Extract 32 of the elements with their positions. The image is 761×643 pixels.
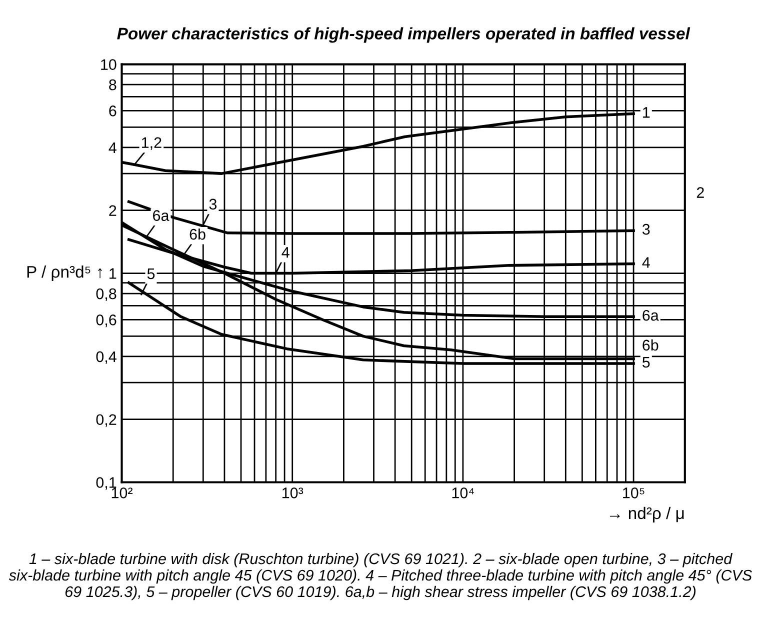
annotation: 6b <box>190 228 206 240</box>
y-tick-label: 6 <box>109 106 116 116</box>
text: 2 <box>696 187 704 198</box>
x-tick-label: 10⁴ <box>452 488 474 498</box>
y-tick-label: 0,8 <box>96 288 116 302</box>
annotation: 1,2 <box>142 137 162 150</box>
y-tick-label: 0,6 <box>96 314 116 328</box>
x-tick-label: 10² <box>112 488 133 498</box>
y-tick-label: 2 <box>109 205 116 216</box>
series-label: 6a <box>642 310 659 321</box>
annotation: 3 <box>209 198 217 210</box>
annotation: 5 <box>147 268 155 280</box>
y-tick-label: 4 <box>108 142 116 153</box>
chart-title: Power characteristics of high-speed impellers operated in baffled vessel <box>117 27 690 43</box>
series-label: 4 <box>642 257 650 268</box>
text: 1 – six-blade turbine with disk (Ruschton turbine) (CVS 69 1021). 2 – six-blade open turbine, 3 – pitched six-blade turbine with pitch angle 45 (CVS 69 1020). 4 – Pitched three-blade turbine with pitch angle 45° (CVS 69 1025.3), 5 – propeller (CVS 60 1019). 6a,b – high shear stress impeller (CVS 69 1038.1.2) <box>8 552 752 600</box>
x-tick-label: 10³ <box>282 488 304 498</box>
y-tick-label: 0,4 <box>96 351 116 364</box>
y-axis-title: P / ρn³d⁵ ↑ <box>27 266 102 282</box>
series-label: 1 <box>643 107 650 118</box>
y-tick-label: 1 <box>110 268 116 279</box>
x-axis-title: → nd²ρ / μ <box>610 506 684 522</box>
series-label: 3 <box>642 224 650 235</box>
x-tick-label: 10⁵ <box>623 488 644 498</box>
y-tick-label: 10 <box>101 59 116 70</box>
y-tick-label: 0,2 <box>96 414 116 427</box>
series-label: 6b <box>642 339 658 351</box>
annotation: 4 <box>282 247 290 258</box>
series-label: 5 <box>642 356 650 368</box>
y-tick-label: 8 <box>109 79 116 90</box>
annotation: 6a <box>153 210 170 221</box>
y-tick-label: 0,1 <box>96 477 116 490</box>
